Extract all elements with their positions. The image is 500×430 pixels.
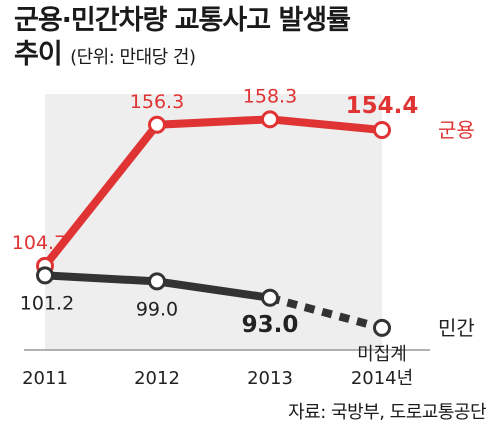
military-data-label: 104.7 [12, 232, 66, 254]
military-point [373, 120, 391, 139]
series-label-civilian: 민간 [438, 316, 475, 340]
military-line [41, 115, 386, 270]
source-note: 자료: 국방부, 도로교통공단 [288, 402, 486, 423]
military-data-label: 156.3 [130, 91, 184, 113]
civilian-line-dashed-segment [268, 293, 384, 332]
civilian-point [148, 272, 166, 291]
civilian-line-segment [41, 271, 161, 286]
x-tick-label: 2014년 [351, 368, 413, 389]
x-tick-label: 2013 [247, 368, 293, 389]
civilian-data-label: 93.0 [242, 312, 299, 338]
military-point [261, 110, 279, 129]
civilian-point [36, 266, 54, 285]
chart-title: 군용·민간차량 교통사고 발생률 [14, 4, 351, 38]
civilian-data-label: 101.2 [20, 292, 74, 314]
not-aggregated-note: 미집계 [357, 344, 407, 365]
x-tick-label: 2011 [22, 368, 68, 389]
civilian-data-label: 99.0 [136, 298, 178, 320]
chart-title-line2: 추이 [14, 39, 63, 70]
military-data-label: 154.4 [346, 93, 419, 119]
plot-background [45, 94, 382, 350]
unit-label: (단위: 만대당 건) [70, 47, 196, 68]
series-label-military: 군용 [438, 118, 475, 142]
civilian-point [373, 318, 391, 337]
x-tick-label: 2012 [134, 368, 180, 389]
military-point [148, 115, 166, 134]
chart-title-line1: 군용·민간차량 교통사고 발생률 [14, 5, 351, 36]
civilian-line-segment [153, 277, 274, 302]
civilian-point [261, 288, 279, 307]
military-data-label: 158.3 [243, 85, 297, 107]
chart-title-second: 추이 (단위: 만대당 건) [14, 38, 196, 75]
